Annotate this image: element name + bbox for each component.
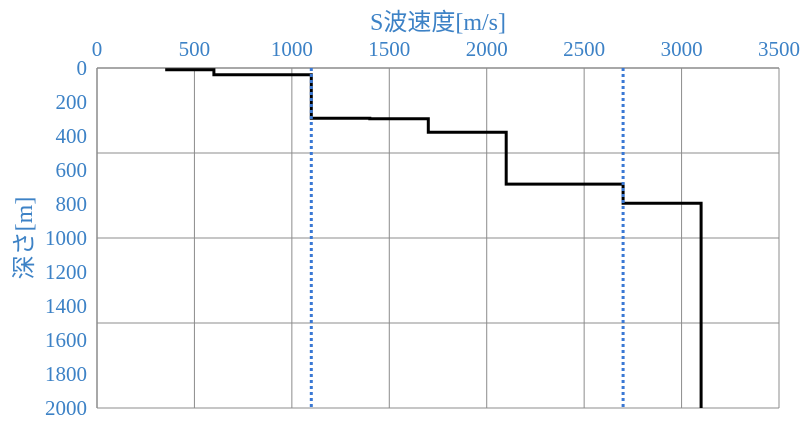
x-tick-label: 3500 — [758, 37, 800, 61]
x-tick-label: 2000 — [466, 37, 508, 61]
velocity-profile-line — [165, 68, 703, 408]
x-tick-label: 3000 — [661, 37, 703, 61]
x-tick-label: 1500 — [368, 37, 410, 61]
series-layer — [165, 68, 703, 408]
y-tick-label: 200 — [56, 90, 88, 114]
y-tick-label: 1800 — [45, 362, 87, 386]
y-tick-label: 1200 — [45, 260, 87, 284]
y-tick-label: 600 — [56, 158, 88, 182]
y-tick-label: 1000 — [45, 226, 87, 250]
x-tick-label: 2500 — [563, 37, 605, 61]
x-tick-label: 500 — [179, 37, 211, 61]
x-tick-label: 0 — [92, 37, 103, 61]
y-tick-label: 1400 — [45, 294, 87, 318]
y-tick-label: 400 — [56, 124, 88, 148]
x-tick-label: 1000 — [271, 37, 313, 61]
y-tick-label: 1600 — [45, 328, 87, 352]
y-tick-label: 2000 — [45, 396, 87, 420]
x-axis-title: S波速度[m/s] — [370, 9, 506, 36]
y-axis-title: 深さ[m] — [11, 197, 38, 280]
grid-layer — [96, 67, 780, 409]
tick-layer: 0 500 1000 1500 2000 2500 3000 3500 0 200 400 600 80… — [45, 37, 800, 420]
y-tick-label: 800 — [56, 192, 88, 216]
y-tick-label: 0 — [77, 56, 88, 80]
